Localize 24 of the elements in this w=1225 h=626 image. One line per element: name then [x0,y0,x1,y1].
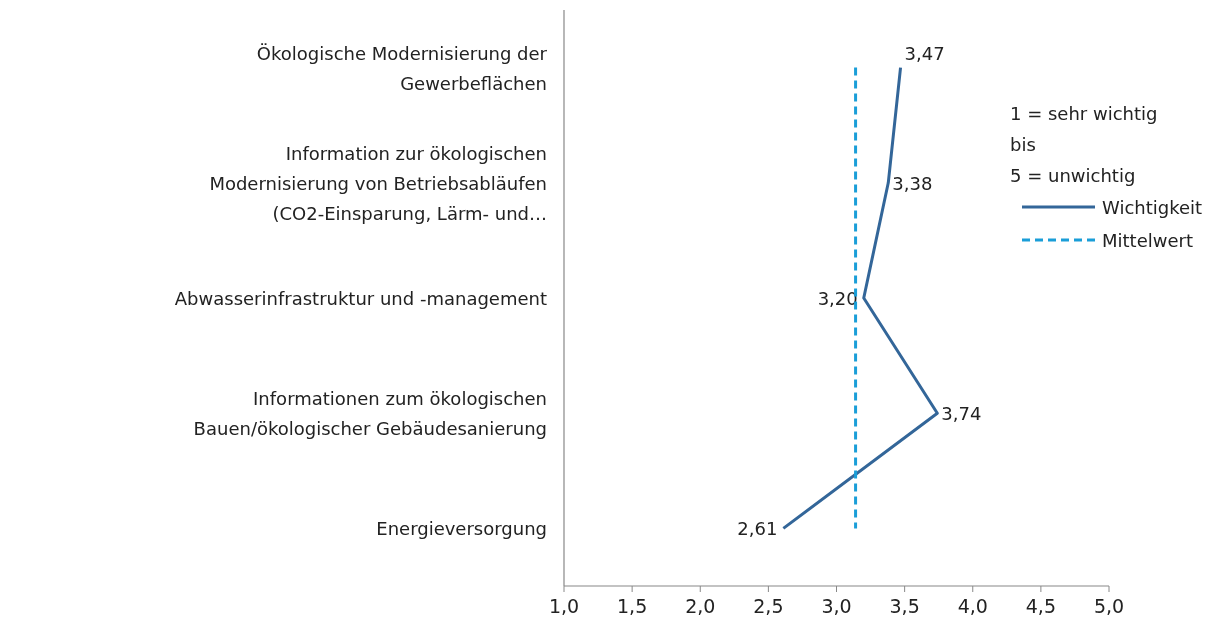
x-tick-label: 3,5 [889,595,920,617]
annotation: bis [1010,134,1036,155]
annotation: 1 = sehr wichtig [1010,103,1158,124]
x-tick-label: 4,5 [1025,595,1056,617]
x-tick-label: 2,5 [753,595,784,617]
legend-label: Mittelwert [1102,230,1193,251]
x-tick-label: 1,0 [548,595,580,617]
x-tick-label: 4,0 [957,595,988,617]
data-label: 3,47 [904,42,945,64]
y-tick-label: Information zur ökologischen Modernisierung von Betriebsabläufen (CO2-Einsparung, Lärm- und… [209,142,547,224]
x-tick-label: 3,0 [821,595,852,617]
data-label: 3,38 [892,172,933,194]
data-label: 2,61 [737,518,778,540]
x-tick-label: 2,0 [685,595,716,617]
y-tick-label: Ökologische Modernisierung der Gewerbeflächen [256,42,548,94]
annotation: 5 = unwichtig [1010,165,1136,186]
legend-label: Wichtigkeit [1102,197,1203,218]
x-tick-label: 5,0 [1093,595,1125,617]
y-tick-label: Informationen zum ökologischen Bauen/ökologischer Gebäudesanierung [193,388,547,440]
x-tick-label: 1,5 [617,595,648,617]
data-label: 3,74 [941,403,982,425]
y-tick-label: Abwasserinfrastruktur und -management [174,288,547,309]
y-tick-label: Energieversorgung [376,518,547,540]
data-label: 3,20 [817,288,858,309]
